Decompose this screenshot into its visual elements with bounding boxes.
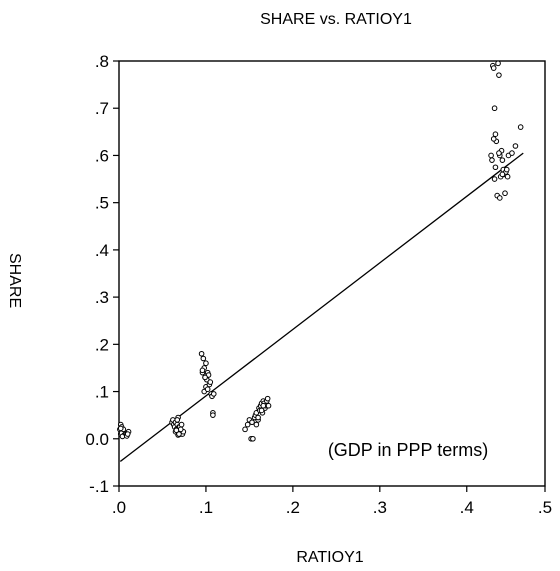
data-point [244, 421, 251, 428]
data-point [491, 105, 498, 112]
y-tick-label: .3 [95, 288, 109, 307]
data-point [492, 164, 499, 171]
data-point [198, 350, 205, 357]
x-axis-ticks: .0 .1 .2 .3 .4 .5 [112, 486, 552, 517]
data-point [265, 402, 272, 409]
x-tick-label: .0 [112, 498, 126, 517]
data-point [176, 431, 182, 437]
data-point [210, 412, 216, 418]
data-point [512, 143, 519, 149]
data-point [502, 190, 508, 197]
x-tick-label: .1 [199, 498, 213, 517]
data-point [492, 131, 499, 137]
data-point [496, 195, 503, 201]
y-axis-label: SHARE [6, 253, 23, 308]
y-tick-label: -.1 [89, 477, 109, 496]
data-point [264, 395, 271, 402]
data-point [200, 355, 207, 362]
data-point [499, 157, 506, 163]
y-tick-label: .6 [95, 146, 109, 165]
data-point [504, 173, 511, 180]
data-point [253, 421, 260, 428]
y-tick-label: 0.0 [85, 430, 109, 449]
data-point [199, 367, 206, 374]
data-point [491, 176, 498, 182]
x-tick-label: .3 [373, 498, 387, 517]
data-point [489, 157, 495, 163]
data-point [490, 136, 497, 142]
data-point [249, 419, 255, 426]
data-point [509, 150, 515, 156]
data-point [173, 427, 180, 434]
y-tick-label: .5 [95, 194, 109, 213]
y-tick-label: .1 [95, 383, 109, 402]
data-point [496, 72, 502, 78]
data-point [124, 431, 131, 437]
y-axis-ticks: -.1 0.0 .1 .2 .3 .4 .5 .6 .7 .8 [85, 52, 119, 496]
y-tick-label: .4 [95, 241, 109, 260]
data-point [250, 435, 256, 442]
data-point [174, 417, 181, 423]
chart-title: SHARE vs. RATIOY1 [260, 11, 412, 28]
x-tick-label: .2 [286, 498, 300, 517]
x-tick-label: .5 [538, 498, 552, 517]
data-point [210, 391, 217, 397]
data-point [495, 60, 501, 67]
regression-line [119, 152, 524, 462]
data-point [178, 421, 185, 428]
data-point [204, 386, 211, 392]
data-point [202, 374, 208, 381]
y-tick-label: .8 [95, 52, 109, 71]
data-point [203, 360, 209, 367]
data-point [260, 402, 267, 409]
data-points [117, 60, 524, 442]
data-point [255, 414, 261, 421]
data-point [496, 150, 502, 156]
y-tick-label: .7 [95, 99, 109, 118]
data-point [242, 426, 248, 433]
data-point [117, 425, 124, 432]
data-point [503, 166, 510, 173]
plot-frame [118, 60, 546, 487]
data-point [499, 171, 506, 178]
data-point [258, 407, 265, 414]
y-tick-label: .2 [95, 335, 109, 354]
x-tick-label: .4 [460, 498, 474, 517]
chart-annotation: (GDP in PPP terms) [328, 440, 488, 460]
data-point [488, 152, 494, 159]
data-point [177, 426, 184, 433]
data-point [207, 379, 214, 385]
data-point [490, 65, 497, 71]
data-point [517, 124, 524, 130]
x-axis-label: RATIOY1 [296, 549, 363, 566]
